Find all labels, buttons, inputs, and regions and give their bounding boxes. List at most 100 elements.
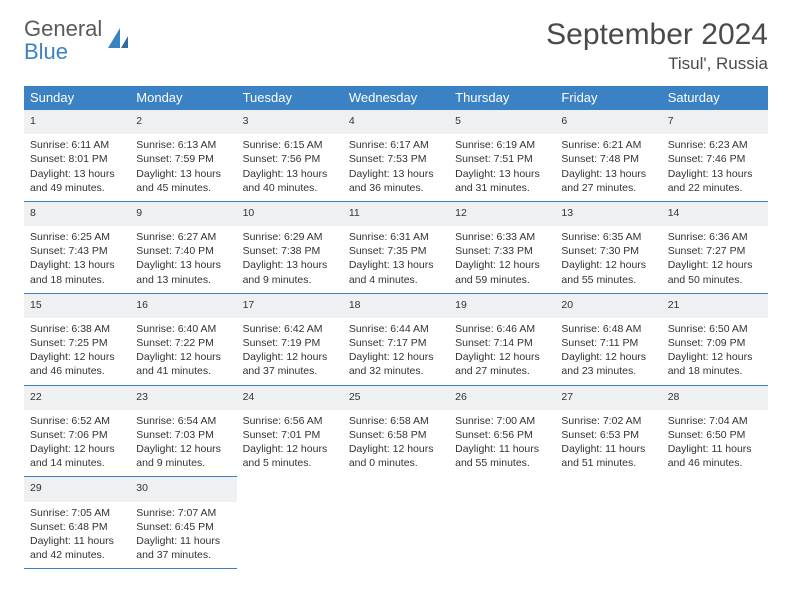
day-cell: Sunrise: 6:19 AMSunset: 7:51 PMDaylight:…	[449, 134, 555, 201]
day-cell: Sunrise: 6:40 AMSunset: 7:22 PMDaylight:…	[130, 318, 236, 385]
sunset-line: Sunset: 7:33 PM	[455, 244, 549, 258]
weekday-header: Tuesday	[237, 86, 343, 110]
sunrise-line: Sunrise: 6:40 AM	[136, 322, 230, 336]
day-cell: Sunrise: 7:05 AMSunset: 6:48 PMDaylight:…	[24, 502, 130, 569]
sunset-line: Sunset: 7:35 PM	[349, 244, 443, 258]
sunrise-line: Sunrise: 6:29 AM	[243, 230, 337, 244]
day-cell: Sunrise: 6:23 AMSunset: 7:46 PMDaylight:…	[662, 134, 768, 201]
day-cell: Sunrise: 6:54 AMSunset: 7:03 PMDaylight:…	[130, 410, 236, 477]
sunrise-line: Sunrise: 6:21 AM	[561, 138, 655, 152]
sunrise-line: Sunrise: 6:27 AM	[136, 230, 230, 244]
day-cell: Sunrise: 6:44 AMSunset: 7:17 PMDaylight:…	[343, 318, 449, 385]
sunrise-line: Sunrise: 6:56 AM	[243, 414, 337, 428]
sunset-line: Sunset: 7:01 PM	[243, 428, 337, 442]
daylight-line: Daylight: 13 hours and 4 minutes.	[349, 258, 443, 286]
sunset-line: Sunset: 6:48 PM	[30, 520, 124, 534]
day-cell: Sunrise: 6:33 AMSunset: 7:33 PMDaylight:…	[449, 226, 555, 293]
sunset-line: Sunset: 7:14 PM	[455, 336, 549, 350]
weekday-header: Thursday	[449, 86, 555, 110]
daylight-line: Daylight: 11 hours and 46 minutes.	[668, 442, 762, 470]
day-number: 26	[449, 385, 555, 410]
day-number: 15	[24, 293, 130, 318]
day-number: 19	[449, 293, 555, 318]
day-cell: Sunrise: 6:13 AMSunset: 7:59 PMDaylight:…	[130, 134, 236, 201]
day-number: 11	[343, 201, 449, 226]
sunrise-line: Sunrise: 6:36 AM	[668, 230, 762, 244]
sunset-line: Sunset: 7:30 PM	[561, 244, 655, 258]
day-cell: Sunrise: 7:07 AMSunset: 6:45 PMDaylight:…	[130, 502, 236, 569]
sunrise-line: Sunrise: 7:07 AM	[136, 506, 230, 520]
daylight-line: Daylight: 11 hours and 37 minutes.	[136, 534, 230, 562]
sunrise-line: Sunrise: 6:13 AM	[136, 138, 230, 152]
day-number: 28	[662, 385, 768, 410]
weekday-header: Saturday	[662, 86, 768, 110]
weekday-header: Friday	[555, 86, 661, 110]
day-number: 25	[343, 385, 449, 410]
brand-word-2: Blue	[24, 39, 68, 64]
sunrise-line: Sunrise: 6:33 AM	[455, 230, 549, 244]
title-block: September 2024 Tisul', Russia	[546, 18, 768, 74]
daylight-line: Daylight: 12 hours and 5 minutes.	[243, 442, 337, 470]
daylight-line: Daylight: 12 hours and 32 minutes.	[349, 350, 443, 378]
location-label: Tisul', Russia	[546, 54, 768, 74]
sunrise-line: Sunrise: 7:04 AM	[668, 414, 762, 428]
daylight-line: Daylight: 12 hours and 18 minutes.	[668, 350, 762, 378]
daylight-line: Daylight: 13 hours and 36 minutes.	[349, 167, 443, 195]
sunrise-line: Sunrise: 6:58 AM	[349, 414, 443, 428]
day-number: 4	[343, 110, 449, 135]
day-number: 18	[343, 293, 449, 318]
daylight-line: Daylight: 12 hours and 27 minutes.	[455, 350, 549, 378]
day-number: 23	[130, 385, 236, 410]
day-number: 3	[237, 110, 343, 135]
sunrise-line: Sunrise: 6:17 AM	[349, 138, 443, 152]
day-cell: Sunrise: 6:42 AMSunset: 7:19 PMDaylight:…	[237, 318, 343, 385]
day-number: 2	[130, 110, 236, 135]
day-number: 30	[130, 477, 236, 502]
sunrise-line: Sunrise: 6:46 AM	[455, 322, 549, 336]
daylight-line: Daylight: 12 hours and 37 minutes.	[243, 350, 337, 378]
sunrise-line: Sunrise: 6:52 AM	[30, 414, 124, 428]
daylight-line: Daylight: 13 hours and 22 minutes.	[668, 167, 762, 195]
sunset-line: Sunset: 6:56 PM	[455, 428, 549, 442]
day-cell: Sunrise: 6:29 AMSunset: 7:38 PMDaylight:…	[237, 226, 343, 293]
day-cell: Sunrise: 6:15 AMSunset: 7:56 PMDaylight:…	[237, 134, 343, 201]
day-number: 20	[555, 293, 661, 318]
sunset-line: Sunset: 7:59 PM	[136, 152, 230, 166]
daylight-line: Daylight: 12 hours and 14 minutes.	[30, 442, 124, 470]
sunrise-line: Sunrise: 6:15 AM	[243, 138, 337, 152]
weekday-header: Monday	[130, 86, 236, 110]
daylight-line: Daylight: 12 hours and 50 minutes.	[668, 258, 762, 286]
day-cell: Sunrise: 6:58 AMSunset: 6:58 PMDaylight:…	[343, 410, 449, 477]
sunset-line: Sunset: 7:22 PM	[136, 336, 230, 350]
sunrise-line: Sunrise: 7:02 AM	[561, 414, 655, 428]
day-number: 5	[449, 110, 555, 135]
day-number: 21	[662, 293, 768, 318]
daylight-line: Daylight: 12 hours and 59 minutes.	[455, 258, 549, 286]
sunset-line: Sunset: 7:25 PM	[30, 336, 124, 350]
sunset-line: Sunset: 7:27 PM	[668, 244, 762, 258]
sunrise-line: Sunrise: 7:05 AM	[30, 506, 124, 520]
day-cell: Sunrise: 7:02 AMSunset: 6:53 PMDaylight:…	[555, 410, 661, 477]
day-number: 1	[24, 110, 130, 135]
sail-icon	[106, 26, 132, 57]
brand-word-1: General	[24, 16, 102, 41]
sunset-line: Sunset: 6:45 PM	[136, 520, 230, 534]
sunset-line: Sunset: 7:53 PM	[349, 152, 443, 166]
daylight-line: Daylight: 13 hours and 13 minutes.	[136, 258, 230, 286]
sunrise-line: Sunrise: 6:44 AM	[349, 322, 443, 336]
sunrise-line: Sunrise: 6:31 AM	[349, 230, 443, 244]
daylight-line: Daylight: 12 hours and 55 minutes.	[561, 258, 655, 286]
daylight-line: Daylight: 13 hours and 45 minutes.	[136, 167, 230, 195]
day-number: 27	[555, 385, 661, 410]
day-cell: Sunrise: 6:17 AMSunset: 7:53 PMDaylight:…	[343, 134, 449, 201]
daylight-line: Daylight: 13 hours and 31 minutes.	[455, 167, 549, 195]
daylight-line: Daylight: 13 hours and 49 minutes.	[30, 167, 124, 195]
day-cell: Sunrise: 6:46 AMSunset: 7:14 PMDaylight:…	[449, 318, 555, 385]
sunset-line: Sunset: 7:46 PM	[668, 152, 762, 166]
day-cell: Sunrise: 6:50 AMSunset: 7:09 PMDaylight:…	[662, 318, 768, 385]
day-cell: Sunrise: 6:21 AMSunset: 7:48 PMDaylight:…	[555, 134, 661, 201]
sunset-line: Sunset: 7:48 PM	[561, 152, 655, 166]
day-number: 14	[662, 201, 768, 226]
sunset-line: Sunset: 7:56 PM	[243, 152, 337, 166]
sunset-line: Sunset: 7:40 PM	[136, 244, 230, 258]
